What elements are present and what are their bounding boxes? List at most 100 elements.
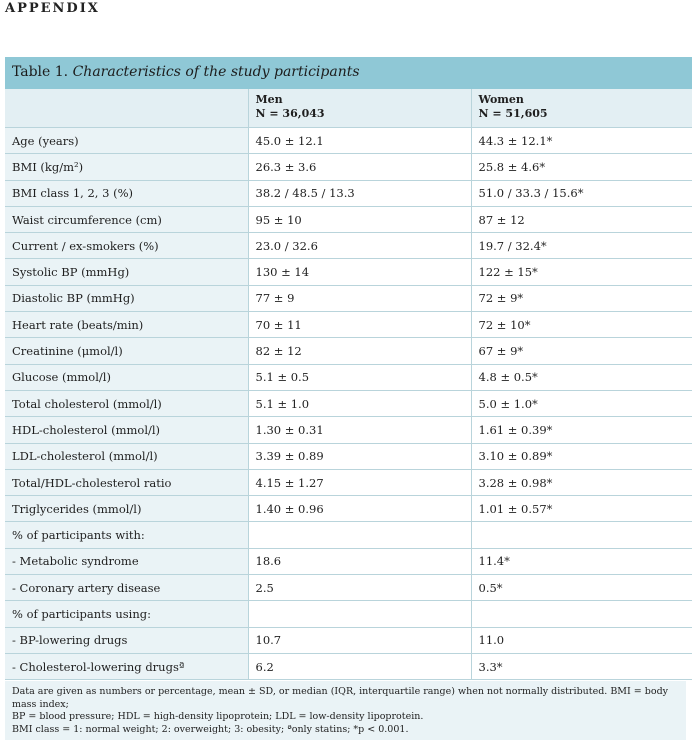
row-label: Waist circumference (cm) bbox=[5, 206, 248, 234]
men-value: 3.39 ± 0.89 bbox=[247, 443, 471, 470]
men-value: 1.40 ± 0.96 bbox=[247, 495, 471, 523]
row-label: % of participants using: bbox=[5, 600, 248, 628]
men-value: 82 ± 12 bbox=[247, 337, 471, 365]
women-value: 25.8 ± 4.6* bbox=[470, 153, 692, 181]
data-table: Men N = 36,043 Women N = 51,605 Age (yea… bbox=[5, 89, 692, 681]
header-empty-cell bbox=[5, 89, 248, 128]
footnote-line: BP = blood pressure; HDL = high-density … bbox=[12, 711, 424, 722]
table-row: - BP-lowering drugs 10.7 11.0 bbox=[5, 627, 692, 654]
men-value: 5.1 ± 0.5 bbox=[247, 364, 471, 391]
table-row: Triglycerides (mmol/l) 1.40 ± 0.96 1.01 ± … bbox=[5, 495, 692, 523]
row-label: BMI class 1, 2, 3 (%) bbox=[5, 180, 248, 207]
row-label: - Cholesterol-lowering drugsª bbox=[5, 653, 248, 681]
table-footnote: Data are given as numbers or percentage,… bbox=[5, 681, 686, 740]
men-value: 38.2 / 48.5 / 13.3 bbox=[247, 180, 471, 207]
row-label: Heart rate (beats/min) bbox=[5, 311, 248, 339]
men-value: 1.30 ± 0.31 bbox=[247, 416, 471, 444]
table-title: Characteristics of the study participant… bbox=[72, 64, 360, 80]
women-value: 51.0 / 33.3 / 15.6* bbox=[470, 180, 692, 207]
women-value: 1.01 ± 0.57* bbox=[470, 495, 692, 523]
characteristics-table: Table 1. Characteristics of the study pa… bbox=[5, 57, 692, 681]
men-value: 45.0 ± 12.1 bbox=[247, 127, 471, 155]
table-row: Heart rate (beats/min) 70 ± 11 72 ± 10* bbox=[5, 311, 692, 339]
men-value: 130 ± 14 bbox=[247, 258, 471, 286]
women-value: 0.5* bbox=[470, 574, 692, 602]
women-value: 3.3* bbox=[470, 653, 692, 681]
table-row: % of participants with: bbox=[5, 521, 692, 549]
table-row: Systolic BP (mmHg) 130 ± 14 122 ± 15* bbox=[5, 258, 692, 286]
men-value: 77 ± 9 bbox=[247, 285, 471, 313]
table-row: Age (years) 45.0 ± 12.1 44.3 ± 12.1* bbox=[5, 127, 692, 155]
women-value: 67 ± 9* bbox=[470, 337, 692, 365]
women-value: 44.3 ± 12.1* bbox=[470, 127, 692, 155]
women-value: 11.4* bbox=[470, 548, 692, 576]
table-row: - Metabolic syndrome 18.6 11.4* bbox=[5, 548, 692, 576]
table-row: BMI class 1, 2, 3 (%) 38.2 / 48.5 / 13.3 5… bbox=[5, 180, 692, 207]
women-value bbox=[470, 521, 692, 549]
women-value: 3.10 ± 0.89* bbox=[470, 443, 692, 470]
women-value: 122 ± 15* bbox=[470, 258, 692, 286]
men-value: 4.15 ± 1.27 bbox=[247, 469, 471, 497]
table-row: Diastolic BP (mmHg) 77 ± 9 72 ± 9* bbox=[5, 285, 692, 313]
men-value: 95 ± 10 bbox=[247, 206, 471, 234]
table-row: - Coronary artery disease 2.5 0.5* bbox=[5, 574, 692, 602]
row-label: Age (years) bbox=[5, 127, 248, 155]
row-label: Creatinine (μmol/l) bbox=[5, 337, 248, 365]
women-value: 11.0 bbox=[470, 627, 692, 654]
row-label: - Coronary artery disease bbox=[5, 574, 248, 602]
table-row: Current / ex-smokers (%) 23.0 / 32.6 19.7 … bbox=[5, 232, 692, 260]
table-row: Creatinine (μmol/l) 82 ± 12 67 ± 9* bbox=[5, 337, 692, 365]
men-value: 6.2 bbox=[247, 653, 471, 681]
women-value: 5.0 ± 1.0* bbox=[470, 390, 692, 418]
men-value: 2.5 bbox=[247, 574, 471, 602]
header-row: Men N = 36,043 Women N = 51,605 bbox=[5, 89, 692, 128]
row-label: Systolic BP (mmHg) bbox=[5, 258, 248, 286]
women-value bbox=[470, 600, 692, 628]
row-label: Diastolic BP (mmHg) bbox=[5, 285, 248, 313]
header-women: Women N = 51,605 bbox=[470, 89, 692, 128]
row-label: HDL-cholesterol (mmol/l) bbox=[5, 416, 248, 444]
men-value: 26.3 ± 3.6 bbox=[247, 153, 471, 181]
header-men: Men N = 36,043 bbox=[247, 89, 471, 128]
women-value: 4.8 ± 0.5* bbox=[470, 364, 692, 391]
column-name: Men bbox=[255, 93, 283, 106]
table-row: LDL-cholesterol (mmol/l) 3.39 ± 0.89 3.10 … bbox=[5, 443, 692, 470]
men-value bbox=[247, 600, 471, 628]
row-label: - Metabolic syndrome bbox=[5, 548, 248, 576]
column-n: N = 36,043 bbox=[255, 107, 325, 120]
table-caption: Table 1. Characteristics of the study pa… bbox=[5, 57, 692, 89]
table-label: Table 1. bbox=[12, 64, 69, 80]
column-n: N = 51,605 bbox=[478, 107, 548, 120]
row-label: LDL-cholesterol (mmol/l) bbox=[5, 443, 248, 470]
row-label: Current / ex-smokers (%) bbox=[5, 232, 248, 260]
men-value bbox=[247, 521, 471, 549]
appendix-heading: APPENDIX bbox=[5, 1, 100, 16]
men-value: 10.7 bbox=[247, 627, 471, 654]
footnote-line: Data are given as numbers or percentage,… bbox=[12, 686, 669, 710]
row-label: % of participants with: bbox=[5, 521, 248, 549]
women-value: 72 ± 10* bbox=[470, 311, 692, 339]
women-value: 87 ± 12 bbox=[470, 206, 692, 234]
women-value: 72 ± 9* bbox=[470, 285, 692, 313]
women-value: 3.28 ± 0.98* bbox=[470, 469, 692, 497]
table-row: % of participants using: bbox=[5, 600, 692, 628]
row-label: Triglycerides (mmol/l) bbox=[5, 495, 248, 523]
men-value: 18.6 bbox=[247, 548, 471, 576]
women-value: 1.61 ± 0.39* bbox=[470, 416, 692, 444]
table-row: Glucose (mmol/l) 5.1 ± 0.5 4.8 ± 0.5* bbox=[5, 364, 692, 391]
women-value: 19.7 / 32.4* bbox=[470, 232, 692, 260]
men-value: 23.0 / 32.6 bbox=[247, 232, 471, 260]
footnote-line: BMI class = 1: normal weight; 2: overwei… bbox=[12, 723, 409, 735]
row-label: BMI (kg/m²) bbox=[5, 153, 248, 181]
men-value: 70 ± 11 bbox=[247, 311, 471, 339]
table-row: BMI (kg/m²) 26.3 ± 3.6 25.8 ± 4.6* bbox=[5, 153, 692, 181]
row-label: Total/HDL-cholesterol ratio bbox=[5, 469, 248, 497]
table-row: Waist circumference (cm) 95 ± 10 87 ± 12 bbox=[5, 206, 692, 234]
table-row: Total cholesterol (mmol/l) 5.1 ± 1.0 5.0 ±… bbox=[5, 390, 692, 418]
table-row: Total/HDL-cholesterol ratio 4.15 ± 1.27 3.… bbox=[5, 469, 692, 497]
row-label: Glucose (mmol/l) bbox=[5, 364, 248, 391]
row-label: - BP-lowering drugs bbox=[5, 627, 248, 654]
column-name: Women bbox=[478, 93, 524, 106]
table-row: - Cholesterol-lowering drugsª 6.2 3.3* bbox=[5, 653, 692, 681]
table-row: HDL-cholesterol (mmol/l) 1.30 ± 0.31 1.61 … bbox=[5, 416, 692, 444]
